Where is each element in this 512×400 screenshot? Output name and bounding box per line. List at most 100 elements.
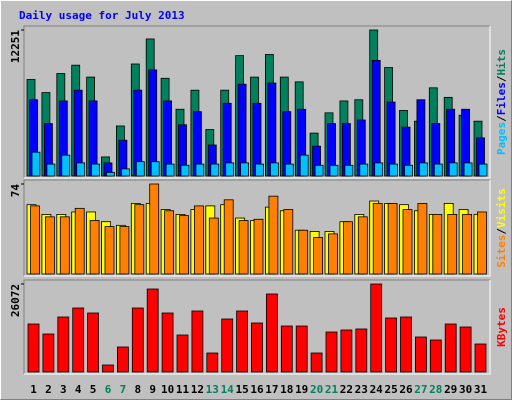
x-tick-label: 16 <box>250 383 264 396</box>
bar <box>389 163 399 177</box>
x-tick-label: 12 <box>191 383 204 396</box>
x-tick-label: 24 <box>370 383 384 396</box>
x-tick-label: 29 <box>444 383 457 396</box>
bar <box>280 325 293 373</box>
bar <box>223 199 234 275</box>
bar <box>210 163 220 177</box>
y-tick-label: 26072 <box>9 284 22 317</box>
bar <box>310 352 323 373</box>
bar <box>253 218 264 275</box>
bar <box>59 216 70 275</box>
x-tick-label: 21 <box>325 383 339 396</box>
bar <box>106 172 115 177</box>
bar <box>148 69 158 177</box>
bar <box>180 164 190 177</box>
bar <box>371 60 381 177</box>
bar <box>463 162 473 177</box>
bar <box>269 162 279 177</box>
legend: KBytes <box>495 307 508 347</box>
y-tick-label: 12251 <box>9 30 22 63</box>
bar <box>237 83 247 177</box>
bar <box>57 316 70 373</box>
bar <box>417 203 428 275</box>
bar <box>42 333 55 373</box>
bar <box>328 233 338 275</box>
bar <box>429 339 442 373</box>
bar <box>295 325 308 373</box>
bar <box>27 323 40 373</box>
panel-border <box>23 279 490 374</box>
bar <box>255 163 264 177</box>
bar <box>298 229 309 275</box>
bar <box>344 164 354 177</box>
legend-entry: Pages <box>495 122 508 155</box>
y-tick-label: 74 <box>9 184 22 198</box>
bar <box>238 220 249 275</box>
x-tick-label: 22 <box>340 383 353 396</box>
bar <box>459 326 472 373</box>
bar <box>72 307 85 373</box>
legend-separator: / <box>495 115 508 122</box>
x-tick-label: 7 <box>120 383 127 396</box>
x-tick-label: 14 <box>221 383 235 396</box>
chart-title: Daily usage for July 2013 <box>19 9 185 22</box>
x-tick-label: 15 <box>235 383 248 396</box>
bar <box>135 161 145 177</box>
bar <box>176 334 189 373</box>
bar <box>414 336 427 373</box>
legend-entry: Hits <box>495 49 508 76</box>
bar <box>236 310 249 373</box>
bar <box>195 163 205 177</box>
x-tick-label: 20 <box>310 383 323 396</box>
bar <box>134 204 145 275</box>
legend-entry: Sites <box>495 235 508 268</box>
legend-separator: / <box>495 228 508 235</box>
bar <box>206 352 219 373</box>
x-tick-label: 19 <box>295 383 308 396</box>
x-tick-label: 28 <box>429 383 442 396</box>
bar <box>191 310 204 373</box>
x-tick-label: 25 <box>384 383 397 396</box>
bar <box>146 288 159 373</box>
x-tick-label: 10 <box>161 383 174 396</box>
x-tick-label: 4 <box>75 383 82 396</box>
legend: Pages/Files/Hits <box>495 49 508 155</box>
bar <box>74 207 85 275</box>
x-tick-label: 11 <box>176 383 190 396</box>
bar <box>359 163 369 177</box>
bar <box>149 183 160 275</box>
bar <box>31 151 41 177</box>
legend-entry: Visits <box>495 188 508 228</box>
x-tick-label: 17 <box>265 383 278 396</box>
bar <box>402 209 413 275</box>
x-tick-label: 8 <box>134 383 141 396</box>
x-tick-label: 23 <box>355 383 368 396</box>
bar <box>284 163 294 177</box>
bar <box>208 217 219 275</box>
x-tick-label: 13 <box>206 383 219 396</box>
bar <box>89 220 100 275</box>
bar <box>404 164 413 177</box>
bar <box>433 163 443 177</box>
bar <box>268 195 279 275</box>
bar <box>447 214 458 275</box>
bar <box>121 168 130 177</box>
bar <box>387 203 398 275</box>
bar <box>448 162 458 177</box>
bar <box>240 162 250 177</box>
bar <box>251 322 263 373</box>
panel-border <box>23 179 490 276</box>
x-tick-label: 3 <box>60 383 67 396</box>
bar <box>299 154 309 177</box>
bar <box>104 226 115 275</box>
bar <box>131 307 144 373</box>
bar <box>355 328 368 373</box>
bar <box>329 164 339 177</box>
bar <box>474 343 487 373</box>
bar <box>418 162 428 177</box>
bar <box>385 317 398 373</box>
bar <box>179 215 189 275</box>
bar <box>444 323 457 373</box>
